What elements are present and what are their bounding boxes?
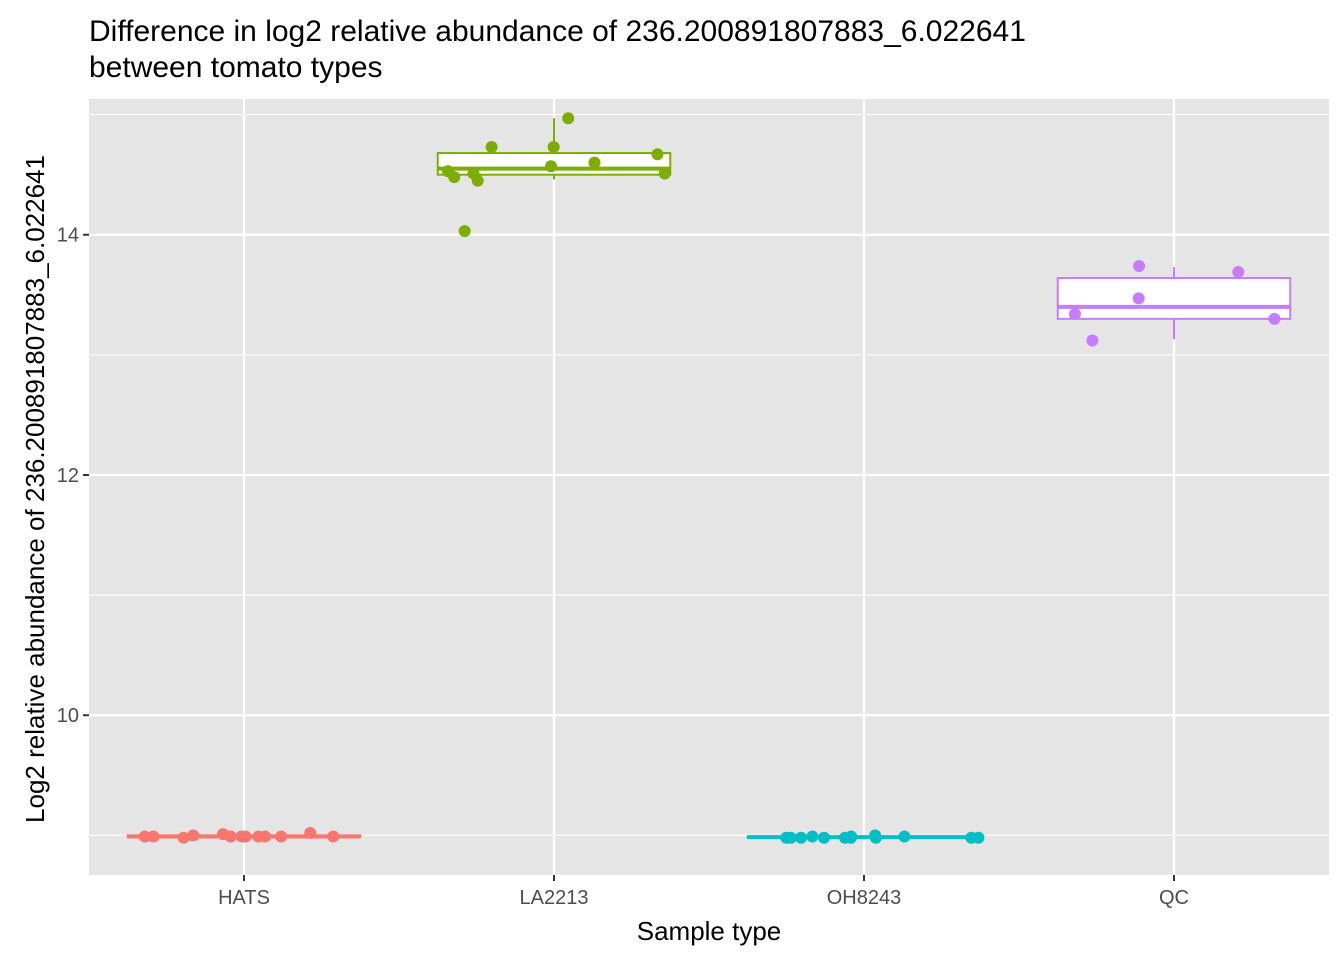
data-point <box>304 826 317 839</box>
points-qc <box>1068 259 1281 347</box>
data-point <box>1268 312 1281 325</box>
data-point <box>485 141 498 154</box>
x-axis: HATS LA2213 OH8243 QC <box>218 875 1189 909</box>
data-point <box>1232 265 1245 278</box>
data-point <box>259 830 272 843</box>
data-point <box>845 830 858 843</box>
data-point <box>275 830 288 843</box>
points-la2213 <box>441 112 671 238</box>
data-point <box>471 174 484 187</box>
data-point <box>147 830 160 843</box>
data-point <box>547 141 560 154</box>
data-point <box>794 831 807 844</box>
data-point <box>1132 292 1145 305</box>
data-point <box>1086 334 1099 347</box>
data-point <box>138 830 151 843</box>
x-tick-label: LA2213 <box>520 887 589 909</box>
data-point <box>1133 259 1146 272</box>
point-layer <box>138 112 1281 844</box>
data-point <box>441 165 454 178</box>
x-axis-title: Sample type <box>637 916 782 946</box>
chart-title-line-1: Difference in log2 relative abundance of… <box>89 15 1026 48</box>
data-point <box>562 112 575 125</box>
data-point <box>239 830 252 843</box>
data-point <box>651 148 664 161</box>
box-qc <box>1056 267 1292 340</box>
data-point <box>972 831 985 844</box>
data-point <box>780 831 793 844</box>
points-oh8243 <box>780 829 985 844</box>
data-point <box>806 830 819 843</box>
points-hats <box>138 826 340 844</box>
y-axis-title: Log2 relative abundance of 236.200891807… <box>20 155 50 823</box>
chart-title-line-2: between tomato types <box>89 51 383 84</box>
x-tick-label: OH8243 <box>827 887 902 909</box>
x-tick-label: QC <box>1159 887 1189 909</box>
data-point <box>869 829 882 842</box>
data-point <box>544 160 557 173</box>
data-point <box>177 831 190 844</box>
box-iqr <box>1056 276 1292 320</box>
y-tick-label: 10 <box>57 705 79 727</box>
y-tick-label: 14 <box>57 225 79 247</box>
plot-panel <box>89 99 1329 875</box>
data-point <box>458 225 471 238</box>
y-axis: 10 12 14 <box>57 225 89 727</box>
data-point <box>898 830 911 843</box>
data-point <box>1068 308 1081 321</box>
data-point <box>187 829 200 842</box>
data-point <box>216 828 229 841</box>
major-grid <box>89 99 1329 875</box>
data-point <box>588 156 601 169</box>
data-point <box>327 830 340 843</box>
x-tick-label: HATS <box>218 887 270 909</box>
data-point <box>818 831 831 844</box>
minor-grid <box>89 114 1329 836</box>
y-tick-label: 12 <box>57 465 79 487</box>
data-point <box>658 167 671 180</box>
